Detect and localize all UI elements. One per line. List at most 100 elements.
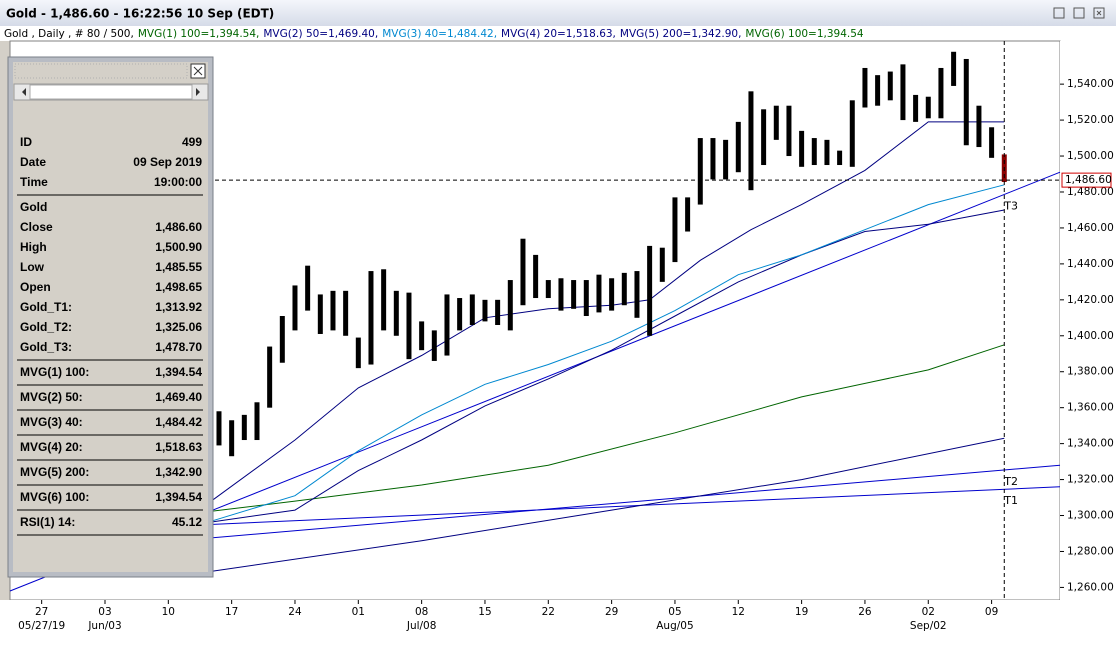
y-tick-label: 1,520.00	[1067, 114, 1114, 126]
price-bar	[229, 420, 235, 457]
price-bar	[862, 67, 868, 108]
price-bar	[216, 411, 222, 446]
price-bar	[406, 292, 412, 360]
x-tick-label: 29	[605, 606, 618, 618]
price-bar	[545, 280, 551, 299]
x-major-label: Jul/08	[406, 620, 437, 632]
price-bar	[647, 245, 653, 336]
price-bar	[279, 316, 285, 363]
panel-value: 1,485.55	[155, 260, 202, 274]
panel-label: RSI(1) 14:	[20, 515, 75, 529]
price-bar	[925, 96, 931, 119]
x-tick-label: 10	[162, 606, 175, 618]
panel-value: 09 Sep 2019	[133, 155, 202, 169]
panel-label: MVG(2) 50:	[20, 390, 83, 404]
legend-item: MVG(5) 200=1,342.90,	[620, 28, 742, 40]
trendline-label: T1	[1003, 494, 1018, 507]
panel-value: 1,469.40	[155, 390, 202, 404]
last-price-box	[1061, 172, 1112, 188]
price-bar	[507, 280, 513, 331]
window-title: Gold - 1,486.60 - 16:22:56 10 Sep (EDT)	[6, 7, 274, 21]
price-bar	[773, 105, 779, 140]
legend: Gold , Daily , # 80 / 500, MVG(1) 100=1,3…	[4, 28, 864, 40]
price-bar	[659, 247, 665, 282]
y-tick-label: 1,280.00	[1067, 545, 1114, 557]
panel-value: 1,325.06	[155, 320, 202, 334]
price-bar	[596, 274, 602, 313]
panel-value: 1,486.60	[155, 220, 202, 234]
price-bar	[444, 294, 450, 356]
panel-label: Date	[20, 155, 46, 169]
trendline	[210, 486, 1061, 525]
price-bar	[710, 138, 716, 180]
panel-label: Low	[20, 260, 45, 274]
price-bar	[267, 346, 273, 408]
price-bar	[292, 285, 298, 331]
legend-item: MVG(6) 100=1,394.54	[745, 28, 864, 40]
x-tick-label: 26	[858, 606, 872, 618]
price-bar	[989, 127, 995, 158]
y-tick-label: 1,420.00	[1067, 294, 1114, 306]
price-bar	[849, 100, 855, 167]
price-bar	[913, 94, 919, 122]
panel-value: 1,394.54	[155, 490, 202, 504]
panel-label: MVG(3) 40:	[20, 415, 83, 429]
price-bar	[875, 75, 881, 106]
panel-label: MVG(6) 100:	[20, 490, 89, 504]
price-bar	[824, 139, 830, 166]
price-bar	[368, 271, 374, 365]
price-bar	[887, 71, 893, 101]
price-bar	[469, 294, 475, 325]
x-tick-label: 05	[668, 606, 681, 618]
y-tick-label: 1,460.00	[1067, 222, 1114, 234]
price-bar	[533, 254, 539, 299]
price-bar	[900, 64, 906, 121]
price-bar	[431, 330, 437, 361]
price-bar	[558, 278, 564, 311]
x-tick-label: 17	[225, 606, 238, 618]
price-bar	[343, 290, 349, 336]
moving-average	[206, 121, 1005, 506]
x-tick-label: 09	[985, 606, 998, 618]
price-bar	[305, 265, 311, 311]
x-tick-label: 08	[415, 606, 428, 618]
price-bar	[672, 197, 678, 263]
x-tick-label: 24	[288, 606, 302, 618]
price-bar	[241, 414, 247, 441]
x-tick-label: 22	[542, 606, 555, 618]
legend-prefix: Gold , Daily , # 80 / 500,	[4, 28, 134, 40]
x-major-label: 05/27/19	[18, 620, 65, 632]
price-bar	[723, 139, 729, 180]
y-tick-label: 1,340.00	[1067, 438, 1114, 450]
price-bar	[393, 290, 399, 336]
price-bar	[811, 138, 817, 166]
last-price-label: 1,486.60	[1065, 174, 1112, 186]
panel-label: MVG(5) 200:	[20, 465, 89, 479]
panel-label: Time	[20, 175, 48, 189]
panel-value: 1,518.63	[155, 440, 202, 454]
legend-item: MVG(2) 50=1,469.40,	[263, 28, 378, 40]
price-bar	[457, 298, 463, 331]
moving-average	[199, 437, 1005, 574]
x-major-label: Jun/03	[87, 620, 121, 632]
price-bar	[621, 272, 627, 306]
window-buttons[interactable]	[1053, 7, 1105, 19]
price-bar	[786, 105, 792, 157]
panel-value: 1,394.54	[155, 365, 202, 379]
panel-label: ID	[20, 135, 32, 149]
price-bar	[837, 150, 843, 166]
panel-value: 1,478.70	[155, 340, 202, 354]
panel-label: Gold_T2:	[20, 320, 72, 334]
price-bar	[317, 294, 323, 334]
panel-value: 499	[182, 135, 202, 149]
y-tick-label: 1,260.00	[1067, 581, 1114, 593]
price-bar	[799, 130, 805, 167]
price-bar	[330, 290, 336, 331]
panel-value: 1,342.90	[155, 465, 202, 479]
trendline-label: T3	[1003, 199, 1018, 212]
price-bar	[381, 269, 387, 331]
y-tick-label: 1,400.00	[1067, 330, 1114, 342]
price-bar	[419, 321, 425, 351]
price-bar	[938, 67, 944, 119]
